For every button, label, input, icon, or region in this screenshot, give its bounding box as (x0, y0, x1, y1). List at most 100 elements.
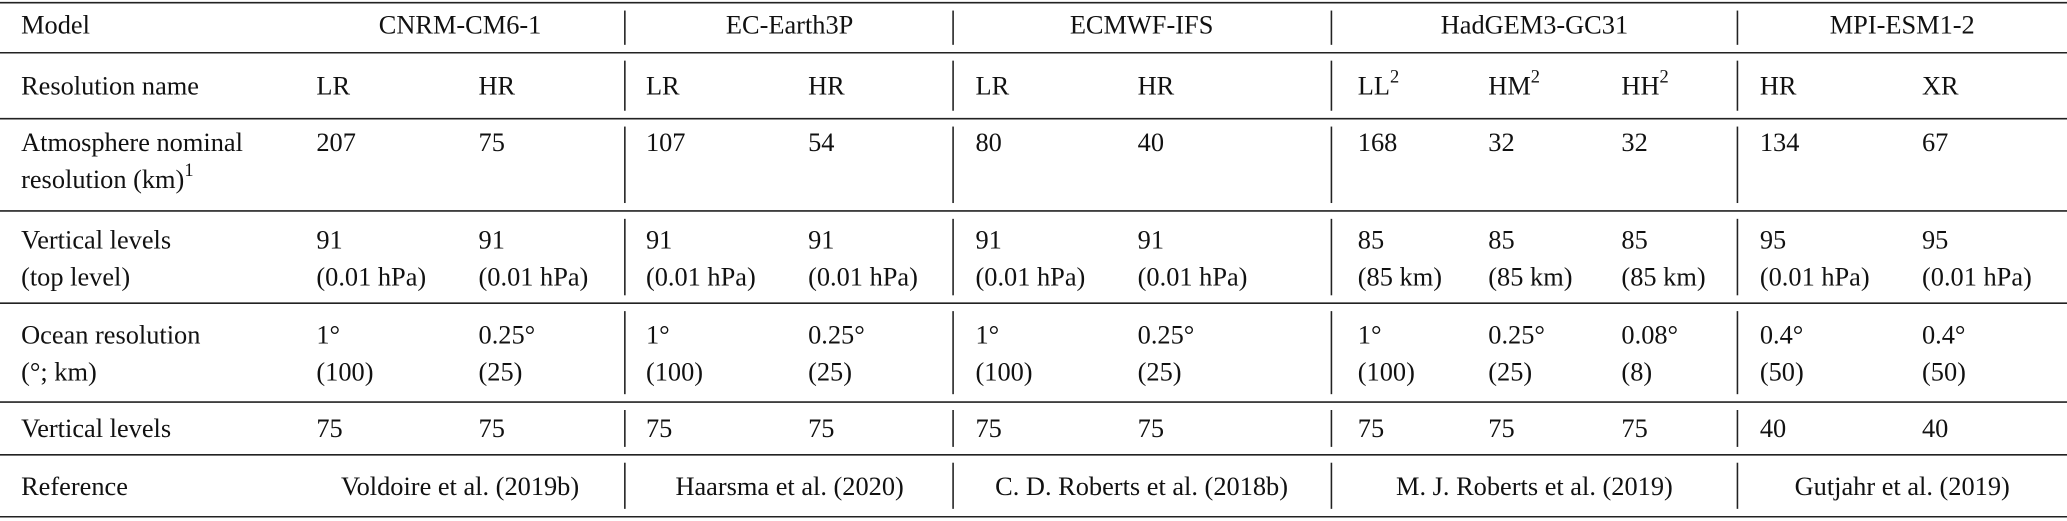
cell: (0.01 hPa) (646, 263, 756, 292)
cell: 40 (1760, 414, 1786, 443)
reference: Gutjahr et al. (2019) (1795, 472, 2010, 501)
cell: 32 (1488, 128, 1514, 157)
cell: (85 km) (1621, 263, 1705, 292)
row-label: Atmosphere nominal (21, 128, 243, 157)
cell: (25) (1138, 357, 1182, 386)
cell: 95 (1760, 226, 1786, 255)
cell: 0.25° (479, 321, 536, 350)
cell: 54 (808, 128, 834, 157)
cell: (25) (1488, 357, 1532, 386)
cell: (0.01 hPa) (1922, 263, 2032, 292)
cell: 95 (1922, 226, 1948, 255)
cell: 75 (646, 414, 672, 443)
cell: HR (479, 71, 516, 100)
cell: 91 (316, 226, 342, 255)
cell: 40 (1922, 414, 1948, 443)
cell: 1° (1358, 321, 1382, 350)
model-name: EC-Earth3P (726, 11, 853, 40)
cell: LL2 (1358, 67, 1399, 101)
cell: (0.01 hPa) (479, 263, 589, 292)
cell: 75 (1621, 414, 1647, 443)
cell: (0.01 hPa) (1138, 263, 1248, 292)
cell: 0.25° (1488, 321, 1545, 350)
reference: Haarsma et al. (2020) (675, 472, 903, 501)
header-label: Model (21, 11, 90, 40)
cell: 85 (1621, 226, 1647, 255)
row-label: (top level) (21, 263, 130, 292)
cell: 40 (1138, 128, 1164, 157)
cell: LR (646, 71, 680, 100)
cell: (0.01 hPa) (316, 263, 426, 292)
cell: 75 (1358, 414, 1384, 443)
cell: 0.4° (1760, 321, 1804, 350)
row-label-main: resolution (km) (21, 165, 184, 194)
row-label: (°; km) (21, 357, 97, 386)
cell: 75 (316, 414, 342, 443)
row-label: Vertical levels (21, 226, 171, 255)
cell: 134 (1760, 128, 1800, 157)
cell: 75 (479, 128, 505, 157)
cell: (100) (975, 357, 1032, 386)
cell: (100) (646, 357, 703, 386)
cell: (0.01 hPa) (1760, 263, 1870, 292)
cell: 0.25° (1138, 321, 1195, 350)
cell: (100) (316, 357, 373, 386)
cell: (0.01 hPa) (808, 263, 918, 292)
superscript: 2 (1531, 67, 1540, 87)
cell: 207 (316, 128, 356, 157)
cell: 85 (1488, 226, 1514, 255)
cell: 91 (808, 226, 834, 255)
cell: 85 (1358, 226, 1384, 255)
row-label: Reference (21, 472, 128, 501)
superscript: 1 (184, 160, 193, 180)
cell: 75 (479, 414, 505, 443)
cell: 168 (1358, 128, 1398, 157)
cell: HR (808, 71, 845, 100)
superscript: 2 (1660, 67, 1669, 87)
model-name: ECMWF-IFS (1070, 11, 1214, 40)
cell: 67 (1922, 128, 1948, 157)
cell: 1° (646, 321, 670, 350)
cell: (50) (1760, 357, 1804, 386)
reference: Voldoire et al. (2019b) (341, 472, 579, 501)
cell: 75 (975, 414, 1001, 443)
cell: 75 (1488, 414, 1514, 443)
cell: 91 (975, 226, 1001, 255)
cell: HR (1138, 71, 1175, 100)
cell: HM2 (1488, 67, 1540, 101)
cell: LR (975, 71, 1009, 100)
cell: (85 km) (1488, 263, 1572, 292)
cell: 91 (646, 226, 672, 255)
cell: 0.25° (808, 321, 865, 350)
cell-main: HH (1621, 71, 1659, 100)
cell: HR (1760, 71, 1797, 100)
cell: 75 (1138, 414, 1164, 443)
cell: 75 (808, 414, 834, 443)
cell: 0.08° (1621, 321, 1678, 350)
cell: (85 km) (1358, 263, 1442, 292)
cell: 80 (975, 128, 1001, 157)
cell-main: HM (1488, 71, 1530, 100)
cell: 107 (646, 128, 686, 157)
cell: (0.01 hPa) (975, 263, 1085, 292)
model-name: MPI-ESM1-2 (1830, 11, 1975, 40)
superscript: 2 (1390, 67, 1399, 87)
row-label: Vertical levels (21, 414, 171, 443)
row-label: Resolution name (21, 71, 199, 100)
cell: (25) (808, 357, 852, 386)
model-name: CNRM-CM6-1 (379, 11, 542, 40)
cell: (50) (1922, 357, 1966, 386)
cell: 32 (1621, 128, 1647, 157)
cell: 1° (975, 321, 999, 350)
cell: 91 (479, 226, 505, 255)
cell: 0.4° (1922, 321, 1966, 350)
cell: (8) (1621, 357, 1652, 386)
row-label: Ocean resolution (21, 321, 200, 350)
cell: XR (1922, 71, 1959, 100)
cell: (25) (479, 357, 523, 386)
reference: M. J. Roberts et al. (2019) (1396, 472, 1673, 501)
model-name: HadGEM3-GC31 (1441, 11, 1628, 40)
row-label: resolution (km)1 (21, 160, 193, 194)
